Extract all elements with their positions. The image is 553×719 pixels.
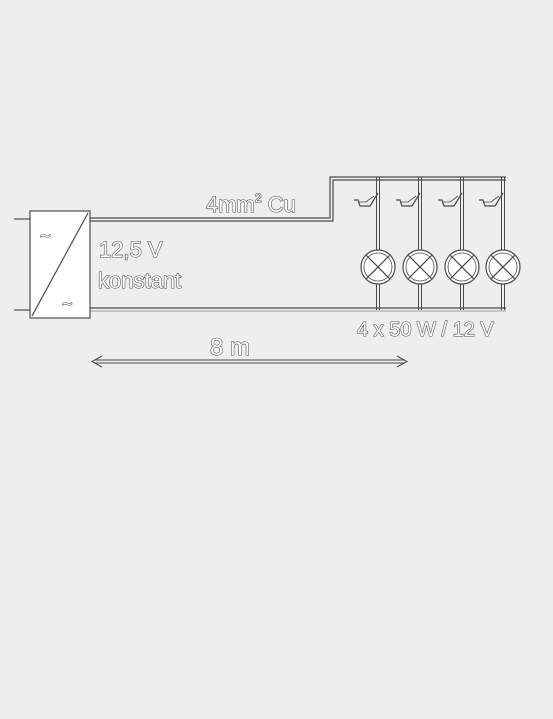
- transformer-out-symbol: ~: [62, 294, 73, 314]
- switch-icon: [438, 192, 463, 207]
- lamp-branch-4: [479, 177, 521, 310]
- lamp-icon: [444, 249, 480, 285]
- voltage-note: konstant: [98, 268, 181, 293]
- switch-icon: [354, 192, 379, 207]
- lamp-icon: [402, 249, 438, 285]
- cable-label: 4mm2 Cu: [206, 191, 296, 217]
- distance-label: 8 m: [210, 334, 250, 361]
- transformer-icon: ~ ~: [14, 210, 91, 319]
- switch-icon: [396, 192, 421, 207]
- lamp-branch-3: [438, 177, 480, 310]
- lamp-icon: [360, 249, 396, 285]
- lamp-branch-2: [396, 177, 438, 310]
- lamp-group: [354, 177, 521, 310]
- switch-icon: [479, 192, 504, 207]
- dimension-arrow-icon: [90, 355, 409, 368]
- voltage-label: 12,5 V: [99, 237, 163, 262]
- transformer-in-symbol: ~: [40, 226, 51, 246]
- lamp-rating-label: 4 x 50 W / 12 V: [357, 319, 494, 341]
- lamp-icon: [485, 249, 521, 285]
- lamp-branch-1: [354, 177, 396, 310]
